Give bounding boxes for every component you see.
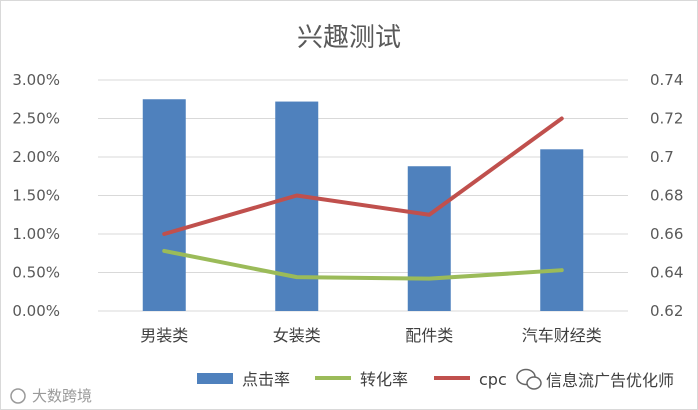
- left-tick-label: 2.50%: [12, 110, 60, 128]
- left-tick-label: 0.50%: [12, 264, 60, 282]
- bar: [142, 99, 186, 311]
- right-axis-ticks: 0.62 0.64 0.66 0.68 0.7 0.72 0.74: [650, 71, 683, 320]
- legend-swatch: [197, 373, 233, 384]
- wechat-icon: [516, 368, 542, 390]
- bar: [407, 166, 451, 311]
- legend: 点击率 转化率 cpc: [197, 370, 507, 389]
- right-tick-label: 0.72: [650, 110, 683, 128]
- right-tick-label: 0.74: [650, 71, 683, 89]
- category-label: 汽车财经类: [522, 326, 602, 345]
- series-line: [162, 116, 564, 236]
- right-tick-label: 0.64: [650, 264, 683, 282]
- category-label: 男装类: [140, 326, 188, 345]
- left-tick-label: 1.50%: [12, 187, 60, 205]
- left-tick-label: 1.00%: [12, 225, 60, 243]
- bar: [540, 149, 584, 311]
- category-labels: 男装类 女装类 配件类 汽车财经类: [140, 326, 602, 345]
- series-line: [162, 248, 564, 281]
- left-axis-ticks: 0.00% 0.50% 1.00% 1.50% 2.00% 2.50% 3.00%: [12, 71, 60, 320]
- watermark-logo-icon: [10, 388, 26, 404]
- left-tick-label: 2.00%: [12, 148, 60, 166]
- watermark-left-text: 大数跨境: [32, 387, 92, 405]
- bar: [275, 101, 319, 311]
- watermark-left: 大数跨境: [10, 387, 92, 405]
- line-series: [162, 116, 564, 281]
- left-tick-label: 0.00%: [12, 302, 60, 320]
- right-tick-label: 0.68: [650, 187, 683, 205]
- legend-label: 点击率: [242, 370, 290, 389]
- chart-title: 兴趣测试: [297, 23, 401, 53]
- legend-label: cpc: [479, 370, 507, 389]
- legend-label: 转化率: [360, 370, 408, 389]
- watermark-right-text: 信息流广告优化师: [546, 371, 674, 390]
- right-tick-label: 0.66: [650, 225, 683, 243]
- left-tick-label: 3.00%: [12, 71, 60, 89]
- category-label: 配件类: [405, 326, 453, 345]
- right-tick-label: 0.62: [650, 302, 683, 320]
- right-tick-label: 0.7: [650, 148, 674, 166]
- category-label: 女装类: [273, 326, 321, 345]
- bar-series: [142, 99, 584, 311]
- watermark-right: 信息流广告优化师: [516, 368, 674, 390]
